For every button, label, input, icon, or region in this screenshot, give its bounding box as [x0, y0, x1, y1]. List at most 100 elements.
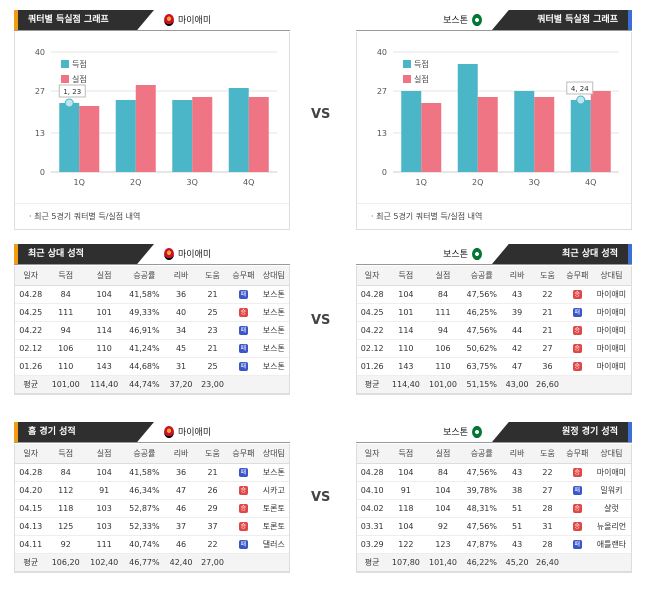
- table-row: 04.15 118 103 52,87% 46 29 승 토론토: [15, 499, 289, 518]
- x-tick-label: 4Q: [243, 178, 254, 187]
- table-cell: 뉴올리언: [591, 517, 631, 536]
- bar-allowed[interactable]: [590, 91, 611, 172]
- column-header: 실점: [84, 444, 124, 464]
- table-row: 02.12 106 110 41,24% 45 21 패 보스톤: [15, 339, 289, 358]
- table-cell: 마이애미: [591, 463, 631, 482]
- table-cell: 103: [84, 499, 124, 518]
- avg-label: 평균: [15, 375, 47, 394]
- bar-scored[interactable]: [59, 103, 80, 172]
- y-tick-label: 0: [382, 168, 387, 177]
- result-win-badge: 승: [572, 326, 582, 335]
- table-cell: 47,87%: [461, 535, 502, 554]
- table-cell: 마이애미: [591, 303, 631, 322]
- column-header: 일자: [15, 266, 47, 286]
- average-row: 평균 114,40 101,00 51,15% 43,00 26,60: [357, 375, 631, 394]
- table-cell: 143: [84, 357, 124, 376]
- table-cell: 46,34%: [123, 481, 166, 500]
- table-cell: 41,58%: [123, 463, 166, 482]
- table-cell: 보스톤: [258, 303, 289, 322]
- bar-allowed[interactable]: [477, 97, 498, 172]
- table-cell: 63,75%: [461, 357, 502, 376]
- bar-allowed[interactable]: [248, 97, 269, 172]
- heat-logo-icon: [164, 13, 174, 26]
- bar-scored[interactable]: [401, 91, 422, 172]
- x-tick-label: 3Q: [187, 178, 198, 187]
- avg-cell: 106,20: [46, 553, 85, 572]
- bar-allowed[interactable]: [79, 106, 100, 172]
- column-header: 도움: [196, 266, 229, 286]
- team-name: 마이애미: [178, 16, 212, 26]
- table-cell: 51: [501, 517, 533, 536]
- tooltip-marker: [64, 98, 74, 108]
- panel-header: 쿼터별 득실점 그래프 마이애미: [14, 8, 290, 32]
- bar-allowed[interactable]: [135, 85, 156, 172]
- y-tick-label: 13: [35, 129, 45, 138]
- bar-allowed[interactable]: [192, 97, 213, 172]
- team-name: 보스톤: [443, 16, 468, 26]
- table-cell: 21: [196, 339, 229, 358]
- avg-cell: 44,74%: [123, 375, 166, 394]
- column-header: 승공률: [461, 266, 502, 286]
- table-cell: 48,31%: [461, 499, 502, 518]
- table-cell: 21: [532, 321, 563, 340]
- bar-scored[interactable]: [172, 100, 193, 172]
- table-cell: 122: [387, 535, 425, 554]
- table-cell: 마이애미: [591, 339, 631, 358]
- column-header: 득점: [46, 266, 85, 286]
- bar-allowed[interactable]: [421, 103, 442, 172]
- table-cell: 103: [84, 517, 124, 536]
- bar-scored[interactable]: [514, 91, 535, 172]
- table-cell: 123: [424, 535, 462, 554]
- table-cell: 110: [46, 357, 85, 376]
- table-cell: 34: [165, 321, 197, 340]
- column-header: 도움: [196, 444, 229, 464]
- bar-scored[interactable]: [457, 64, 478, 172]
- y-tick-label: 0: [40, 168, 45, 177]
- panel-title: 쿼터별 득실점 그래프: [492, 10, 632, 30]
- avg-cell: 37,20: [165, 375, 197, 394]
- table-cell: 28: [532, 535, 563, 554]
- result-win-badge: 승: [572, 522, 582, 531]
- record-table: 일자 득점 실점 승공률 리바 도움 승무패 상대팀 04.28 84 104 41,58% 36 21 패…: [15, 444, 289, 572]
- average-row: 평균 106,20 102,40 46,77% 42,40 27,00: [15, 553, 289, 572]
- table-row: 04.02 118 104 48,31% 51 28 승 샬럿: [357, 499, 631, 518]
- panel-title: 원정 경기 성적: [492, 422, 632, 442]
- column-header: 리바: [165, 266, 197, 286]
- table-cell: 44: [501, 321, 533, 340]
- bar-scored[interactable]: [115, 100, 136, 172]
- column-header: 리바: [501, 444, 533, 464]
- bar-scored[interactable]: [228, 88, 249, 172]
- table-cell: 47: [501, 357, 533, 376]
- avg-cell: 107,80: [387, 553, 425, 572]
- table-row: 04.25 101 111 46,25% 39 21 패 마이애미: [357, 303, 631, 322]
- legend-label: 득점: [72, 59, 87, 69]
- table-row: 04.28 104 84 47,56% 43 22 승 마이애미: [357, 463, 631, 482]
- quarter-chart-home: 13 27 40 0 1Q 2Q 3Q 4Q 득점 실점 1, 23 · 최근 5경기 쿼터별 득/…: [14, 32, 290, 230]
- table-row: 04.22 94 114 46,91% 34 23 패 보스톤: [15, 321, 289, 340]
- table-cell: 40,74%: [123, 535, 166, 554]
- legend-swatch: [403, 75, 411, 83]
- table-cell: 110: [424, 357, 462, 376]
- table-cell: 37: [196, 517, 229, 536]
- tooltip-text: 1, 23: [63, 88, 81, 96]
- column-header: 승무패: [562, 266, 592, 286]
- table-cell: 111: [424, 303, 462, 322]
- table-cell: 101: [387, 303, 425, 322]
- result-loss-badge: 패: [238, 468, 248, 477]
- column-header: 도움: [532, 444, 563, 464]
- vs-label: VS: [311, 313, 331, 328]
- table-row: 02.12 110 106 50,62% 42 27 승 마이애미: [357, 339, 631, 358]
- table-cell: 39,78%: [461, 481, 502, 500]
- table-cell: 41,58%: [123, 285, 166, 304]
- table-cell: 04.28: [357, 463, 388, 482]
- table-row: 04.20 112 91 46,34% 47 26 승 시카고: [15, 481, 289, 500]
- table-cell: 37: [165, 517, 197, 536]
- table-row: 04.28 84 104 41,58% 36 21 패 보스톤: [15, 463, 289, 482]
- bar-scored[interactable]: [570, 100, 591, 172]
- x-tick-label: 3Q: [529, 178, 540, 187]
- team-name: 마이애미: [178, 428, 212, 438]
- average-row: 평균 101,00 114,40 44,74% 37,20 23,00: [15, 375, 289, 394]
- record-table: 일자 득점 실점 승공률 리바 도움 승무패 상대팀 04.28 84 104 41,58% 36 21 패…: [15, 266, 289, 394]
- panel-title: 홈 경기 성적: [14, 422, 154, 442]
- bar-allowed[interactable]: [534, 97, 555, 172]
